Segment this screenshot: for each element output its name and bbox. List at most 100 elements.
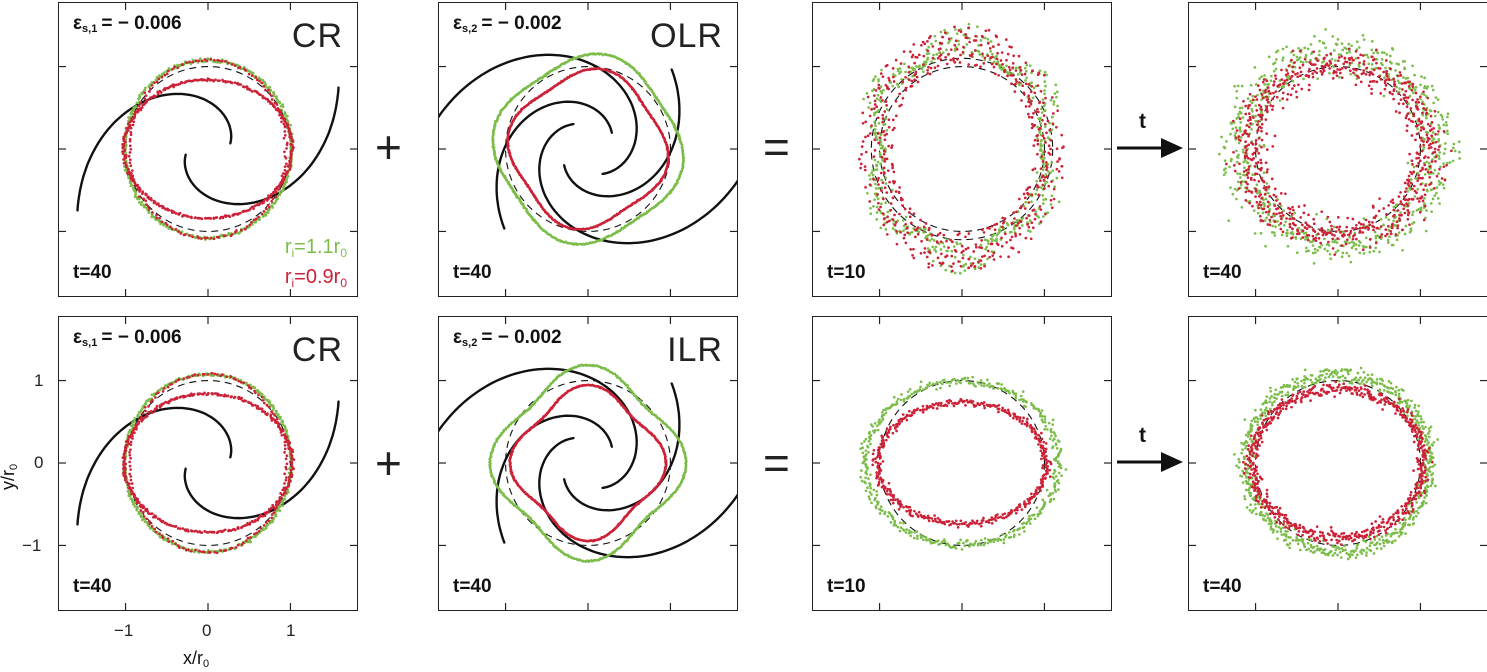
particle bbox=[1314, 251, 1317, 254]
particle bbox=[1400, 82, 1404, 85]
particle bbox=[1404, 224, 1408, 228]
particle bbox=[1397, 92, 1401, 96]
particle bbox=[875, 105, 879, 109]
particle bbox=[863, 165, 867, 168]
particle bbox=[1417, 176, 1420, 180]
particle bbox=[1296, 75, 1300, 79]
particle bbox=[1253, 164, 1257, 168]
particle bbox=[1430, 128, 1433, 131]
particle bbox=[1283, 79, 1287, 83]
particle bbox=[1318, 39, 1321, 43]
particle bbox=[1060, 133, 1064, 137]
particle bbox=[1244, 180, 1248, 184]
particle bbox=[1430, 84, 1434, 88]
particle bbox=[1374, 48, 1378, 52]
particle bbox=[1399, 191, 1402, 194]
particle bbox=[1274, 50, 1278, 54]
particle bbox=[1024, 69, 1028, 73]
particle bbox=[861, 140, 865, 143]
particle bbox=[1032, 208, 1036, 212]
particle bbox=[938, 41, 942, 45]
particle bbox=[1361, 34, 1365, 37]
particle bbox=[893, 223, 897, 227]
particle bbox=[1415, 151, 1419, 155]
particle bbox=[262, 210, 266, 213]
particle bbox=[1366, 56, 1370, 59]
particle bbox=[979, 267, 983, 270]
particle bbox=[227, 61, 230, 65]
particle bbox=[981, 52, 984, 56]
particle bbox=[1235, 89, 1239, 93]
particle bbox=[1249, 83, 1253, 87]
particle bbox=[1359, 80, 1363, 84]
particle bbox=[1035, 134, 1039, 138]
particle bbox=[898, 92, 901, 96]
particle bbox=[1030, 71, 1033, 75]
particle bbox=[191, 235, 194, 239]
particle bbox=[995, 222, 999, 226]
particle bbox=[1253, 66, 1257, 69]
particle bbox=[133, 181, 137, 185]
particle bbox=[871, 173, 875, 177]
particle bbox=[897, 85, 901, 89]
particle bbox=[885, 104, 888, 107]
particle bbox=[1246, 97, 1250, 100]
particle bbox=[882, 166, 886, 170]
particle bbox=[1378, 197, 1381, 201]
particle bbox=[1244, 104, 1247, 108]
particle bbox=[1365, 66, 1369, 70]
particle bbox=[1422, 106, 1426, 110]
particle bbox=[1411, 163, 1414, 166]
particle bbox=[1235, 160, 1239, 164]
particle bbox=[1281, 47, 1285, 51]
particle bbox=[1248, 92, 1252, 96]
particle bbox=[912, 256, 916, 260]
particle bbox=[1418, 145, 1422, 148]
particle bbox=[139, 511, 143, 515]
particle bbox=[986, 242, 990, 245]
particle bbox=[1415, 132, 1419, 136]
particle bbox=[949, 238, 952, 242]
particle bbox=[1401, 248, 1404, 252]
particle bbox=[1331, 237, 1335, 241]
particle bbox=[968, 54, 972, 57]
particle bbox=[1010, 235, 1014, 239]
particle bbox=[141, 192, 144, 196]
particle bbox=[1308, 240, 1312, 244]
particle bbox=[270, 204, 273, 208]
particle bbox=[275, 103, 279, 106]
particle bbox=[1051, 169, 1055, 172]
particle bbox=[860, 145, 864, 148]
particle bbox=[1018, 232, 1022, 236]
particle bbox=[988, 227, 991, 230]
particle bbox=[1040, 111, 1044, 114]
particle bbox=[1350, 246, 1354, 250]
particle bbox=[1357, 221, 1361, 224]
particle bbox=[138, 190, 141, 193]
particle bbox=[130, 169, 134, 172]
particle bbox=[144, 199, 148, 203]
particle bbox=[1372, 228, 1375, 232]
particle bbox=[1414, 91, 1418, 95]
particle bbox=[1245, 124, 1249, 127]
particle bbox=[257, 76, 261, 80]
particle bbox=[877, 83, 881, 87]
particle bbox=[1247, 171, 1250, 175]
particle bbox=[184, 233, 187, 236]
particle bbox=[1408, 94, 1412, 98]
particle bbox=[153, 81, 156, 84]
particle bbox=[1375, 57, 1379, 61]
particle bbox=[934, 39, 938, 43]
particle bbox=[1237, 135, 1241, 138]
particle bbox=[1264, 188, 1268, 192]
particle bbox=[1361, 248, 1365, 252]
particle bbox=[927, 226, 931, 230]
particle bbox=[241, 85, 245, 88]
particle bbox=[1265, 79, 1269, 83]
particle bbox=[928, 251, 932, 254]
particle bbox=[933, 34, 937, 38]
particle bbox=[175, 64, 179, 67]
particle bbox=[949, 58, 953, 62]
particle bbox=[1409, 227, 1413, 231]
particle bbox=[135, 508, 139, 512]
